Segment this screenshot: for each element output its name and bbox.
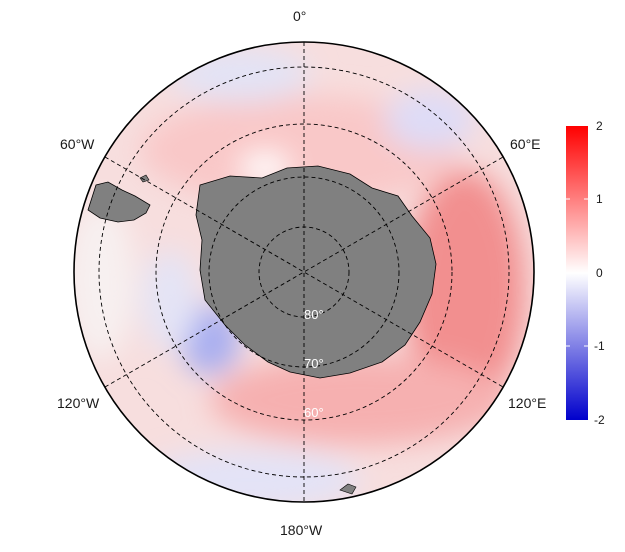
lon-label-0: 0° xyxy=(293,8,307,24)
south-america-land xyxy=(87,181,151,223)
lat-label-80: 80° xyxy=(304,307,324,322)
lat-label-70: 70° xyxy=(304,356,324,371)
lon-label-120w: 120°W xyxy=(57,395,100,411)
colorbar-label-0: 0 xyxy=(596,266,603,280)
colorbar-label-minus2: -2 xyxy=(594,413,605,427)
lon-label-120e: 120°E xyxy=(508,395,547,411)
colorbar-label-1: 1 xyxy=(596,192,603,206)
island xyxy=(339,483,357,495)
graticule xyxy=(98,42,510,502)
lon-label-180w: 180°W xyxy=(280,522,323,538)
colorbar-label-2: 2 xyxy=(596,119,603,133)
antarctica-landmass xyxy=(195,165,437,379)
lon-label-60e: 60°E xyxy=(510,136,541,152)
lat-label-60: 60° xyxy=(304,405,324,420)
colorbar xyxy=(566,126,588,420)
colorbar-label-minus1: -1 xyxy=(594,339,605,353)
lon-label-60w: 60°W xyxy=(60,136,95,152)
colorbar-ticks xyxy=(566,198,588,347)
map-boundary xyxy=(73,41,535,503)
anomaly-field xyxy=(74,42,534,502)
island xyxy=(139,174,150,183)
